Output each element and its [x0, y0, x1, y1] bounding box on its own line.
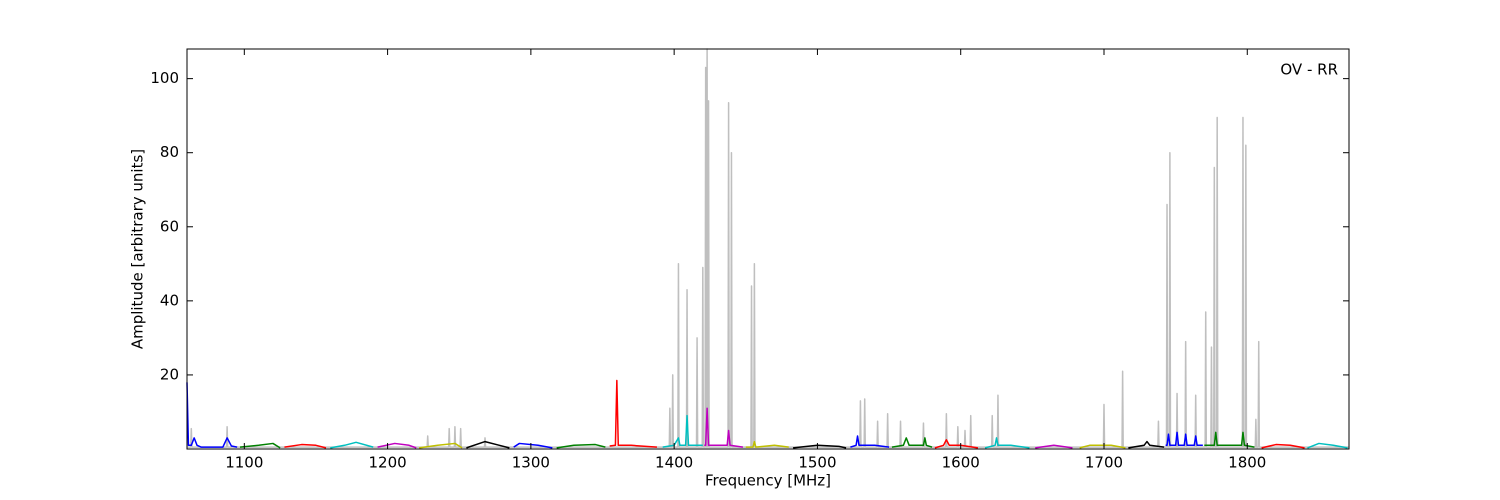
series-line — [1165, 431, 1203, 447]
x-tick-label: 1500 — [798, 454, 836, 472]
series-line — [934, 438, 979, 449]
series-line — [891, 437, 933, 448]
series-line — [186, 382, 238, 448]
series-line — [513, 442, 553, 449]
series-line — [1128, 440, 1165, 449]
x-tick-label: 1100 — [225, 454, 263, 472]
series-line — [609, 379, 658, 448]
series-line — [284, 443, 327, 449]
y-tick-label: 80 — [160, 143, 179, 161]
series-line — [377, 442, 417, 449]
series-line — [792, 444, 847, 449]
y-tick-label: 60 — [160, 217, 179, 235]
series-line — [330, 441, 374, 449]
series-line — [1204, 431, 1255, 448]
series-line — [1261, 443, 1305, 449]
series-line — [1035, 444, 1073, 449]
y-tick-label: 40 — [160, 291, 179, 309]
x-tick-label: 1200 — [368, 454, 406, 472]
series-line — [662, 414, 703, 448]
series-line — [1307, 442, 1348, 449]
x-tick-label: 1400 — [655, 454, 693, 472]
series-line — [556, 443, 606, 449]
series-line — [850, 435, 890, 448]
x-tick-label: 1600 — [942, 454, 980, 472]
series-line — [239, 442, 281, 449]
plot-area — [186, 48, 1349, 449]
x-axis-label: Frequency [MHz] — [705, 472, 831, 490]
series-line — [466, 440, 510, 449]
series-line — [984, 437, 1030, 449]
y-axis-label: Amplitude [arbitrary units] — [129, 149, 147, 349]
series-line — [419, 442, 463, 449]
x-tick-label: 1700 — [1085, 454, 1123, 472]
axes-frame — [186, 48, 1350, 450]
series-line — [1079, 444, 1126, 449]
y-tick-label: 20 — [160, 365, 179, 383]
annotation: OV - RR — [1280, 61, 1338, 79]
series-line — [745, 440, 789, 448]
x-tick-label: 1800 — [1228, 454, 1266, 472]
x-tick-label: 1300 — [512, 454, 550, 472]
series-line — [704, 407, 744, 448]
y-tick-label: 100 — [150, 69, 179, 87]
